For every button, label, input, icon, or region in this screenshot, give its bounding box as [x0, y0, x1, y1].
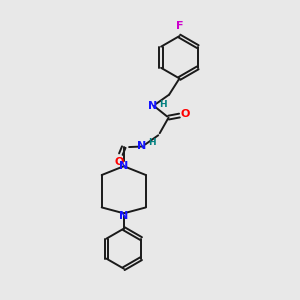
Text: N: N	[119, 161, 128, 171]
Text: N: N	[148, 101, 157, 111]
Text: N: N	[137, 142, 146, 152]
Text: H: H	[159, 100, 167, 109]
Text: O: O	[114, 157, 124, 167]
Text: O: O	[180, 109, 189, 119]
Text: H: H	[148, 138, 156, 147]
Text: N: N	[119, 211, 128, 221]
Text: F: F	[176, 21, 183, 31]
